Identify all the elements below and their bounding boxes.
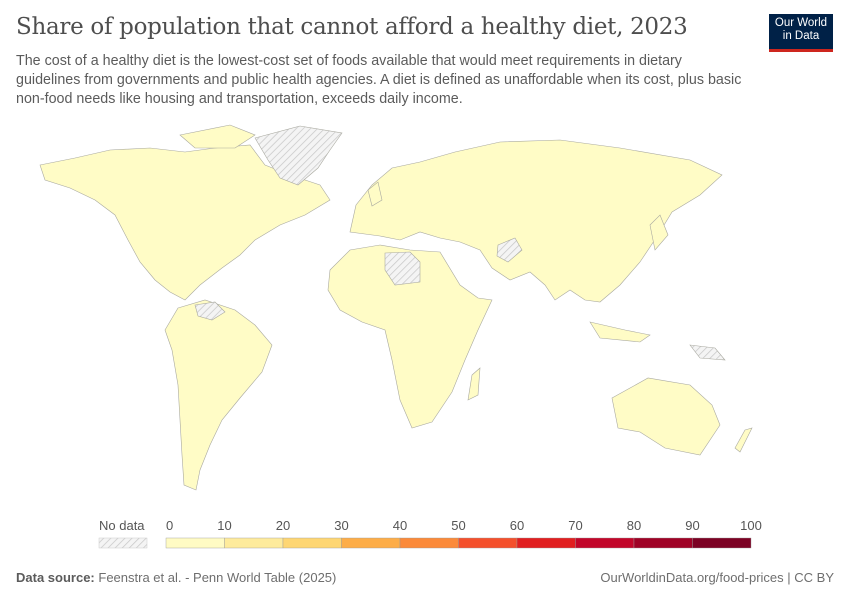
legend-bin-0[interactable] [165,537,225,549]
legend-tick-label: 10 [217,518,231,533]
legend-tick-label: 50 [451,518,465,533]
legend-no-data-swatch [98,537,148,549]
legend-tick-label: 20 [276,518,290,533]
chart-title: Share of population that cannot afford a… [16,14,688,40]
region-africa[interactable] [327,244,493,429]
legend-bin-6[interactable] [516,537,576,549]
region-australia[interactable] [611,377,721,456]
legend-tick-label: 70 [568,518,582,533]
region-eurasia[interactable] [349,139,723,303]
legend-tick-label: 80 [627,518,641,533]
chart-subtitle: The cost of a healthy diet is the lowest… [16,53,742,107]
logo-text: Our World in Data [774,17,828,42]
footer-source: Data source: Feenstra et al. - Penn Worl… [16,570,336,585]
legend-bin-9[interactable] [692,537,752,549]
legend-bin-2[interactable] [282,537,342,549]
legend-bin-3[interactable] [341,537,401,549]
legend-bin-1[interactable] [224,537,284,549]
legend-tick-label: 100 [740,518,762,533]
region-japan[interactable] [649,214,669,251]
source-text[interactable]: Feenstra et al. - Penn World Table (2025… [98,570,337,585]
legend-tick-label: 60 [510,518,524,533]
legend-tick-label: 30 [334,518,348,533]
region-papua-new-guinea[interactable] [689,344,726,361]
legend-bin-4[interactable] [399,537,459,549]
region-canada-islands[interactable] [179,124,256,149]
region-greenland[interactable] [254,125,343,186]
legend-bin-8[interactable] [633,537,693,549]
legend-tick-label: 0 [166,518,173,533]
footer-url-license[interactable]: OurWorldinData.org/food-prices | CC BY [600,570,834,585]
legend-no-data-label: No data [99,518,145,533]
world-map[interactable] [0,110,850,510]
region-indonesia[interactable] [589,321,651,343]
region-new-zealand[interactable] [734,427,753,453]
legend-tick-label: 40 [393,518,407,533]
region-venezuela[interactable] [194,301,226,321]
region-madagascar[interactable] [467,367,481,401]
region-libya[interactable] [384,251,421,286]
source-label: Data source: [16,570,95,585]
region-north-america[interactable] [39,144,331,301]
legend-tick-label: 90 [685,518,699,533]
region-south-america[interactable] [164,299,273,491]
color-legend: No data 0 10 20 30 40 50 60 70 80 90 100 [96,517,766,562]
legend-scale: No data 0 10 20 30 40 50 60 70 80 90 100 [98,518,762,549]
owid-logo[interactable]: Our World in Data [769,14,833,52]
region-afghanistan[interactable] [496,237,523,263]
legend-bin-5[interactable] [458,537,518,549]
region-uk[interactable] [367,181,383,207]
legend-bin-7[interactable] [575,537,635,549]
